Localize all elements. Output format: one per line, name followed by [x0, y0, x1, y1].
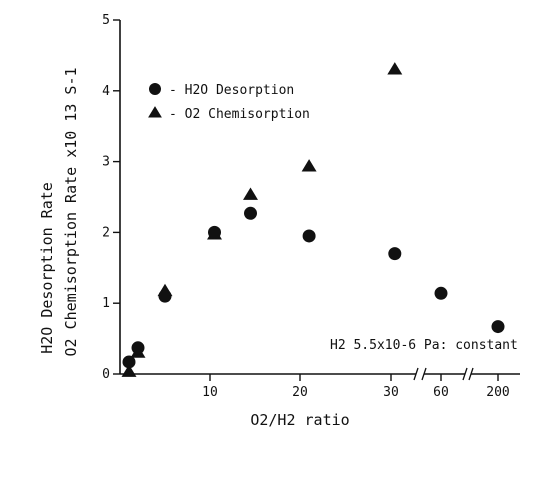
y-tick-label: 1 [102, 296, 110, 311]
y-tick-label: 4 [102, 84, 110, 99]
condition-annotation: H2 5.5x10-6 Pa: constant [330, 338, 518, 353]
o2-chemisorption-point [243, 187, 258, 200]
y-axis-title-line-1: H2O Desorption Rate [38, 182, 56, 354]
x-axis-break-mark [413, 367, 419, 381]
h2o-desorption-point [302, 229, 316, 243]
legend-entry-label: - O2 Chemisorption [169, 107, 310, 122]
legend-circle-marker [149, 83, 161, 95]
legend: - H2O Desorption - O2 Chemisorption [148, 83, 310, 122]
o2-chemisorption-point [387, 62, 403, 75]
y-axis-title-line-2: O2 Chemisorption Rate x10 13 S-1 [62, 68, 80, 357]
x-tick-label: 20 [292, 385, 308, 400]
x-tick-label: 200 [486, 385, 509, 400]
h2o-desorption-point [122, 355, 136, 369]
h2o-desorption-point [158, 289, 172, 303]
x-axis-break-mark [421, 367, 427, 381]
x-axis-break-mark [468, 367, 474, 381]
o2-chemisorption-point [301, 159, 317, 172]
x-axis-break-mark [462, 367, 468, 381]
o2-chemisorption-point [121, 364, 137, 377]
h2o-desorption-point [131, 341, 145, 355]
data-points [121, 62, 505, 377]
y-tick-label: 5 [102, 13, 110, 28]
h2o-desorption-point [208, 225, 221, 239]
h2o-desorption-point [491, 320, 505, 334]
legend-triangle-marker [148, 106, 162, 118]
h2o-desorption-point [244, 206, 257, 220]
y-tick-label: 3 [102, 155, 110, 170]
axes [119, 20, 520, 381]
y-tick-label: 0 [102, 367, 110, 382]
h2o-desorption-point [388, 247, 402, 261]
y-tick-label: 2 [102, 225, 110, 240]
x-tick-label: 60 [433, 385, 449, 400]
x-tick-label: 10 [202, 385, 218, 400]
legend-entry-label: - H2O Desorption [169, 83, 294, 98]
x-tick-label: 30 [383, 385, 399, 400]
h2o-desorption-point [434, 286, 448, 300]
ticks: 0 1 2 3 4 5 10 20 30 60 200 [102, 13, 510, 400]
x-axis-title: O2/H2 ratio [250, 411, 349, 429]
